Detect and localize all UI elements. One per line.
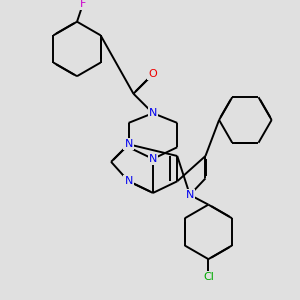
Text: N: N [124, 139, 133, 149]
Text: Cl: Cl [203, 272, 214, 282]
Text: N: N [149, 154, 157, 164]
Text: N: N [124, 176, 133, 186]
Text: N: N [186, 190, 194, 200]
Text: O: O [148, 69, 157, 79]
Text: N: N [149, 108, 157, 118]
Text: F: F [80, 0, 86, 9]
